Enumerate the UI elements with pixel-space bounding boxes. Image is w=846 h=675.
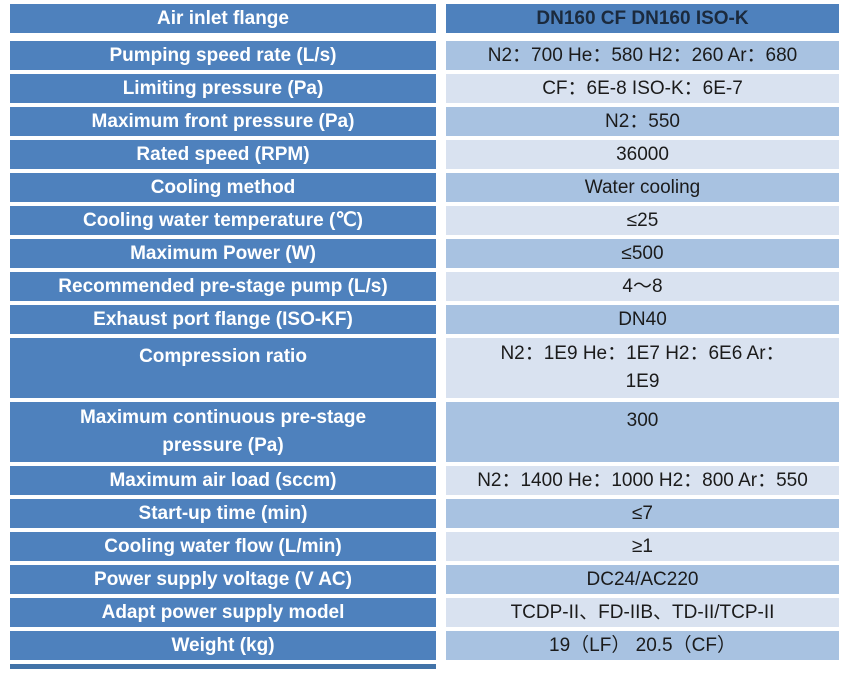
spec-value: 36000 [446, 140, 839, 169]
spec-value: ≤25 [446, 206, 839, 235]
spec-value: TCDP-II、FD-IIB、TD-II/TCP-II [446, 598, 839, 627]
spec-value: ≥1 [446, 532, 839, 561]
spec-label: Limiting pressure (Pa) [10, 74, 436, 103]
table-row: Start-up time (min) ≤7 [10, 499, 846, 528]
spec-label: Cooling method [10, 173, 436, 202]
spec-label: Maximum front pressure (Pa) [10, 107, 436, 136]
table-row: Compression ratio N2：1E9 He：1E7 H2：6E6 Ar… [10, 338, 846, 398]
table-bottom-edge [10, 664, 436, 669]
spec-value: N2：700 He：580 H2：260 Ar：680 [446, 41, 839, 70]
table-row: Limiting pressure (Pa) CF：6E-8 ISO-K：6E-7 [10, 74, 846, 103]
spec-label: Start-up time (min) [10, 499, 436, 528]
spec-value: 19（LF） 20.5（CF） [446, 631, 839, 660]
spec-label: Maximum continuous pre-stage pressure (P… [10, 402, 436, 462]
spec-value: CF：6E-8 ISO-K：6E-7 [446, 74, 839, 103]
table-row: Exhaust port flange (ISO-KF) DN40 [10, 305, 846, 334]
spec-label: Weight (kg) [10, 631, 436, 660]
table-row: Maximum continuous pre-stage pressure (P… [10, 402, 846, 462]
spec-value: N2：1E9 He：1E7 H2：6E6 Ar： 1E9 [446, 338, 839, 398]
spec-value: Water cooling [446, 173, 839, 202]
table-row: Power supply voltage (V AC) DC24/AC220 [10, 565, 846, 594]
spec-value: N2：1400 He：1000 H2：800 Ar：550 [446, 466, 839, 495]
table-row: Maximum air load (sccm) N2：1400 He：1000 H… [10, 466, 846, 495]
spec-label: Cooling water flow (L/min) [10, 532, 436, 561]
spec-label: Pumping speed rate (L/s) [10, 41, 436, 70]
spec-label: Maximum air load (sccm) [10, 466, 436, 495]
table-row: Weight (kg) 19（LF） 20.5（CF） [10, 631, 846, 660]
spec-label: Rated speed (RPM) [10, 140, 436, 169]
spec-label: Compression ratio [10, 338, 436, 398]
table-row: Adapt power supply model TCDP-II、FD-IIB、T… [10, 598, 846, 627]
spec-label: Recommended pre-stage pump (L/s) [10, 272, 436, 301]
spec-value: ≤7 [446, 499, 839, 528]
spec-label: Cooling water temperature (℃) [10, 206, 436, 235]
table-row: Recommended pre-stage pump (L/s) 4～8 [10, 272, 846, 301]
spec-value: 4～8 [446, 272, 839, 301]
table-row: Cooling method Water cooling [10, 173, 846, 202]
spec-value: ≤500 [446, 239, 839, 268]
table-row: Rated speed (RPM) 36000 [10, 140, 846, 169]
spec-label: Air inlet flange [10, 4, 436, 33]
table-row: Air inlet flange DN160 CF DN160 ISO-K [10, 4, 846, 33]
spec-value: DN160 CF DN160 ISO-K [446, 4, 839, 33]
spec-label: Exhaust port flange (ISO-KF) [10, 305, 436, 334]
table-row: Pumping speed rate (L/s) N2：700 He：580 H2… [10, 41, 846, 70]
pump-spec-table: Air inlet flange DN160 CF DN160 ISO-K Pump… [10, 4, 846, 660]
table-row: Maximum Power (W) ≤500 [10, 239, 846, 268]
spec-label: Maximum Power (W) [10, 239, 436, 268]
spec-value: DC24/AC220 [446, 565, 839, 594]
table-row: Maximum front pressure (Pa) N2：550 [10, 107, 846, 136]
table-row: Cooling water temperature (℃) ≤25 [10, 206, 846, 235]
spec-value: N2：550 [446, 107, 839, 136]
spec-value: DN40 [446, 305, 839, 334]
table-row: Cooling water flow (L/min) ≥1 [10, 532, 846, 561]
spec-label: Adapt power supply model [10, 598, 436, 627]
spec-value: 300 [446, 402, 839, 462]
spec-label: Power supply voltage (V AC) [10, 565, 436, 594]
